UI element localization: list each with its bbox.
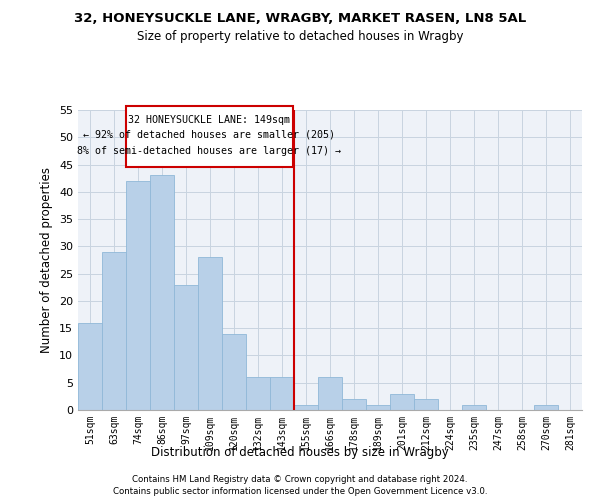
Bar	[294, 404, 318, 410]
Bar	[342, 399, 366, 410]
Bar	[222, 334, 246, 410]
Text: 32, HONEYSUCKLE LANE, WRAGBY, MARKET RASEN, LN8 5AL: 32, HONEYSUCKLE LANE, WRAGBY, MARKET RAS…	[74, 12, 526, 26]
Bar	[174, 284, 198, 410]
Bar	[318, 378, 342, 410]
Text: 32 HONEYSUCKLE LANE: 149sqm: 32 HONEYSUCKLE LANE: 149sqm	[128, 115, 290, 125]
Bar	[150, 176, 174, 410]
Y-axis label: Number of detached properties: Number of detached properties	[40, 167, 53, 353]
Text: ← 92% of detached houses are smaller (205): ← 92% of detached houses are smaller (20…	[83, 130, 335, 140]
Bar	[462, 404, 486, 410]
Bar	[534, 404, 558, 410]
Bar	[78, 322, 102, 410]
Text: Distribution of detached houses by size in Wragby: Distribution of detached houses by size …	[151, 446, 449, 459]
Bar	[126, 106, 293, 168]
Bar	[390, 394, 414, 410]
Bar	[198, 258, 222, 410]
Bar	[414, 399, 438, 410]
Bar	[126, 181, 150, 410]
Bar	[270, 378, 294, 410]
Text: 8% of semi-detached houses are larger (17) →: 8% of semi-detached houses are larger (1…	[77, 146, 341, 156]
Text: Contains public sector information licensed under the Open Government Licence v3: Contains public sector information licen…	[113, 486, 487, 496]
Bar	[366, 404, 390, 410]
Bar	[102, 252, 126, 410]
Text: Contains HM Land Registry data © Crown copyright and database right 2024.: Contains HM Land Registry data © Crown c…	[132, 476, 468, 484]
Text: Size of property relative to detached houses in Wragby: Size of property relative to detached ho…	[137, 30, 463, 43]
Bar	[246, 378, 270, 410]
